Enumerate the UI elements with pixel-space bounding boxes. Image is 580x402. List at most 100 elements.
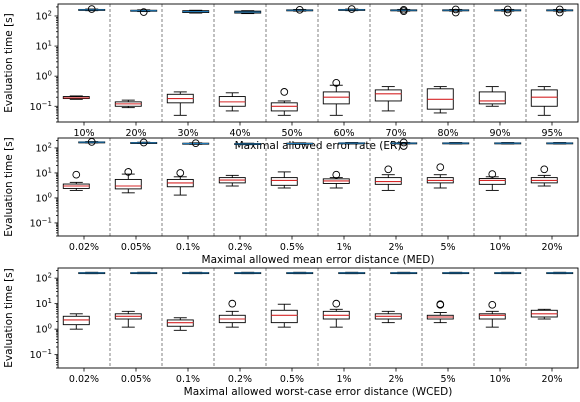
y-tick-label: 100 xyxy=(35,70,52,83)
box-s1-7 xyxy=(374,310,402,324)
box-s2-5 xyxy=(286,271,314,275)
box-iqr xyxy=(374,177,402,185)
x-tick-label: 0.05% xyxy=(121,374,151,385)
outlier-point xyxy=(139,138,148,147)
x-axis-label: Maximal allowed worst-case error distanc… xyxy=(184,386,453,398)
outlier-point xyxy=(332,170,341,179)
x-tick-label: 50% xyxy=(281,128,302,139)
outlier-point xyxy=(124,168,133,176)
y-tick-label: 102 xyxy=(35,272,52,285)
box-s2-2 xyxy=(130,271,158,275)
x-tick-label: 1% xyxy=(336,374,351,385)
box-s2-3 xyxy=(182,271,210,275)
box-s1-5 xyxy=(270,88,298,116)
box-s2-7 xyxy=(390,271,418,275)
outlier-point xyxy=(139,8,148,16)
box-s1-4 xyxy=(218,92,246,112)
y-tick-label: 10−1 xyxy=(30,348,52,361)
box-s2-10 xyxy=(546,5,574,17)
x-tick-label: 0.05% xyxy=(121,242,151,253)
outlier-point xyxy=(399,7,408,15)
box-s1-6 xyxy=(322,299,350,328)
box-iqr xyxy=(270,102,298,112)
x-tick-label: 60% xyxy=(333,128,354,139)
box-s2-9 xyxy=(494,5,522,17)
x-tick-label: 0.5% xyxy=(280,374,304,385)
axes-frame xyxy=(57,137,579,237)
box-s1-10 xyxy=(530,165,558,187)
box-s2-9 xyxy=(494,142,522,145)
box-iqr xyxy=(270,309,298,324)
x-tick-label: 10% xyxy=(73,128,94,139)
box-s1-9 xyxy=(478,300,506,328)
x-tick-label: 80% xyxy=(437,128,458,139)
x-tick-label: 0.2% xyxy=(228,242,252,253)
box-iqr xyxy=(478,313,506,320)
outlier-point xyxy=(295,5,304,14)
box-s2-5 xyxy=(286,142,314,145)
x-tick-label: 0.02% xyxy=(69,374,99,385)
box-iqr xyxy=(114,178,142,190)
y-tick-label: 102 xyxy=(35,9,52,22)
x-tick-label: 30% xyxy=(177,128,198,139)
x-axis-label: Maximal allowed mean error distance (MED… xyxy=(202,254,435,266)
box-s1-2 xyxy=(114,310,142,328)
box-s2-6 xyxy=(338,142,366,145)
x-tick-label: 2% xyxy=(388,374,403,385)
box-s1-3 xyxy=(166,317,194,331)
outlier-point xyxy=(436,163,445,172)
box-s2-2 xyxy=(130,138,158,147)
outlier-point xyxy=(555,5,564,14)
x-tick-label: 0.5% xyxy=(280,242,304,253)
x-tick-label: 20% xyxy=(125,128,146,139)
box-s2-8 xyxy=(442,142,470,145)
x-tick-label: 40% xyxy=(229,128,250,139)
box-s1-1 xyxy=(62,170,90,191)
y-tick-label: 10−1 xyxy=(30,100,52,113)
y-tick-label: 102 xyxy=(35,141,52,154)
box-s1-8 xyxy=(426,163,454,189)
outlier-point xyxy=(191,139,200,148)
box-s1-8 xyxy=(426,300,454,324)
y-axis-label: Evaluation time [s] xyxy=(3,13,15,112)
box-s2-1 xyxy=(78,5,106,13)
y-tick-label: 100 xyxy=(35,323,52,336)
outlier-point xyxy=(451,5,460,14)
x-tick-label: 70% xyxy=(385,128,406,139)
box-iqr xyxy=(478,91,506,105)
box-iqr xyxy=(478,178,506,185)
box-s2-8 xyxy=(442,271,470,275)
box-s2-7 xyxy=(390,5,418,15)
box-s1-6 xyxy=(322,78,350,116)
box-s2-6 xyxy=(338,271,366,275)
box-s1-3 xyxy=(166,91,194,116)
box-s1-7 xyxy=(374,86,402,112)
x-tick-label: 5% xyxy=(440,242,455,253)
outlier-point xyxy=(280,88,289,96)
y-axis-label: Evaluation time [s] xyxy=(3,268,15,367)
outlier-point xyxy=(488,300,497,309)
box-s1-3 xyxy=(166,169,194,196)
x-tick-label: 1% xyxy=(336,242,351,253)
x-tick-label: 90% xyxy=(489,128,510,139)
box-s2-6 xyxy=(338,5,366,13)
outlier-point xyxy=(72,170,81,179)
box-s2-10 xyxy=(546,142,574,145)
box-s1-5 xyxy=(270,303,298,328)
chart-panel-2: 10−1 100 101 102 0.02% 0.05% 0.1% 0.2% 0.5% 1% 2% 5… xyxy=(3,137,579,266)
box-s1-9 xyxy=(478,170,506,191)
outlier-point xyxy=(87,138,96,146)
box-s1-9 xyxy=(478,86,506,107)
box-s1-7 xyxy=(374,165,402,191)
box-s2-10 xyxy=(546,271,574,275)
box-s1-4 xyxy=(218,299,246,328)
x-tick-label: 0.1% xyxy=(176,242,200,253)
box-s2-7 xyxy=(390,138,418,150)
box-s2-4 xyxy=(234,271,262,275)
outlier-point xyxy=(399,142,408,150)
y-tick-label: 100 xyxy=(35,191,52,204)
x-tick-label: 5% xyxy=(440,374,455,385)
x-tick-label: 0.2% xyxy=(228,374,252,385)
y-tick-label: 10−1 xyxy=(30,216,52,229)
